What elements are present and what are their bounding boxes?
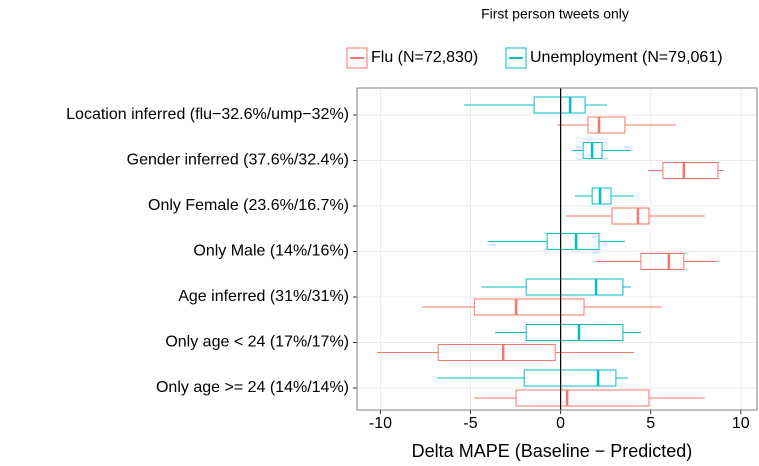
box: [640, 253, 685, 270]
y-tick-label: Only Male (14%/16%): [193, 243, 349, 260]
x-axis-label: Delta MAPE (Baseline − Predicted): [412, 441, 693, 461]
box: [525, 278, 624, 296]
y-tick-label: Age inferred (31%/31%): [178, 288, 349, 305]
box: [587, 116, 626, 134]
x-tick-label: 10: [732, 415, 750, 432]
x-tick-label: -10: [369, 415, 392, 432]
legend-label: Unemployment (N=79,061): [530, 49, 723, 66]
x-tick-label: 0: [556, 415, 565, 432]
box: [546, 233, 600, 250]
box: [437, 344, 556, 361]
y-tick-label: Only age >= 24 (14%/14%): [156, 379, 349, 396]
box: [533, 96, 586, 114]
box: [525, 324, 624, 341]
legend-label: Flu (N=72,830): [371, 49, 478, 66]
y-tick-label: Only Female (23.6%/16.7%): [148, 197, 349, 214]
panel-border: [356, 87, 758, 411]
box: [473, 298, 585, 316]
x-tick-label: 5: [646, 415, 655, 432]
box: [515, 389, 650, 407]
y-tick-label: Gender inferred (37.6%/32.4%): [127, 152, 349, 169]
box: [523, 369, 617, 387]
y-tick-label: Location inferred (flu−32.6%/ump−32%): [66, 106, 349, 123]
x-tick-label: -5: [463, 415, 477, 432]
box: [611, 207, 650, 225]
chart-title: First person tweets only: [481, 6, 629, 22]
box: [591, 187, 612, 205]
y-tick-label: Only age < 24 (17%/17%): [165, 334, 349, 351]
box: [662, 162, 719, 179]
